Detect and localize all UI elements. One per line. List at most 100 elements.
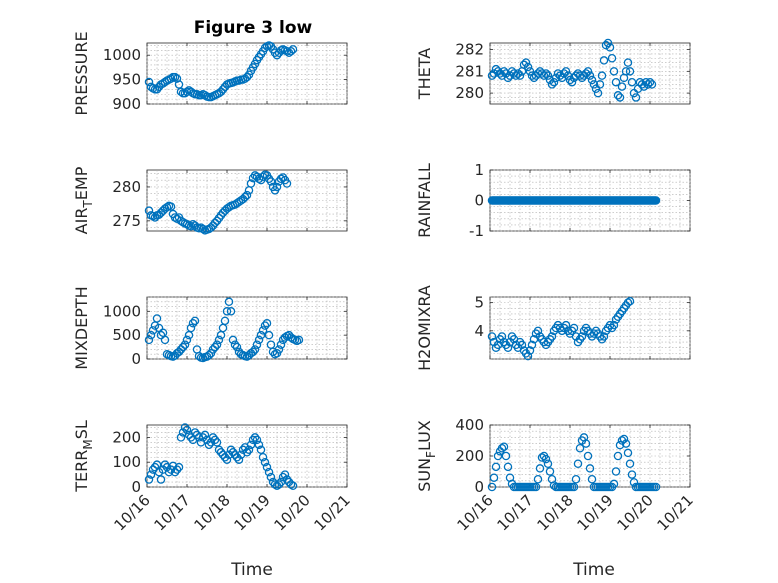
- data-point: [609, 67, 619, 76]
- subplot-mixdepth: 0 500 1000 MIXDEPTH: [72, 286, 348, 370]
- data-point: [621, 67, 631, 76]
- x-axis-label-left: Time: [230, 560, 273, 580]
- data-point: [503, 462, 513, 472]
- y-tick-label: 4: [474, 322, 484, 340]
- data-point: [571, 474, 581, 484]
- data-point: [226, 307, 236, 316]
- y-axis-label: AIRTEMP: [72, 166, 95, 234]
- data-point: [276, 340, 286, 349]
- data-point: [242, 72, 252, 82]
- data-point: [178, 342, 188, 352]
- data-point: [200, 90, 210, 100]
- data-point: [611, 467, 621, 476]
- data-point: [503, 343, 513, 352]
- data-point: [589, 80, 599, 89]
- data-point: [282, 47, 292, 56]
- data-point: [491, 462, 501, 472]
- x-tick-label: 10/20: [614, 491, 657, 534]
- data-point: [651, 482, 661, 492]
- data-point: [533, 326, 543, 336]
- data-point: [619, 434, 629, 444]
- data-point: [182, 335, 192, 345]
- data-point: [262, 318, 272, 328]
- data-point: [583, 451, 593, 461]
- data-point: [543, 459, 553, 468]
- data-point: [172, 74, 182, 83]
- data-point: [569, 323, 579, 333]
- data-point: [198, 224, 208, 234]
- y-tick-label: -1: [469, 222, 484, 240]
- y-tick-label: 280: [112, 178, 141, 196]
- data-point: [575, 443, 585, 453]
- data-point: [254, 174, 264, 184]
- data-point: [210, 435, 220, 445]
- data-point: [144, 475, 154, 484]
- data-point: [621, 439, 631, 448]
- data-point: [599, 332, 609, 341]
- data-point: [525, 346, 535, 355]
- data-point: [501, 451, 511, 461]
- data-point: [186, 222, 196, 231]
- data-point: [242, 190, 252, 200]
- data-point: [280, 470, 290, 479]
- data-point: [146, 330, 156, 340]
- y-tick-label: 0: [474, 478, 484, 496]
- data-point: [521, 58, 531, 67]
- data-point: [515, 71, 525, 80]
- data-point: [264, 330, 274, 340]
- data-point: [597, 71, 607, 80]
- data-point: [631, 93, 641, 102]
- x-tick-label: 10/21: [311, 491, 354, 534]
- data-point: [266, 177, 276, 186]
- data-point: [517, 340, 527, 350]
- data-point: [186, 323, 196, 333]
- data-point: [487, 71, 497, 80]
- data-point: [190, 316, 200, 326]
- data-point: [623, 448, 633, 458]
- y-axis-label: THETA: [415, 48, 434, 100]
- data-point: [256, 445, 266, 455]
- data-point: [573, 459, 583, 468]
- data-point: [623, 298, 633, 307]
- x-tick-label: 10/19: [574, 491, 617, 534]
- data-point: [204, 440, 214, 450]
- data-point: [144, 335, 154, 345]
- data-point: [212, 438, 222, 447]
- data-point: [244, 445, 254, 455]
- data-point: [228, 335, 238, 345]
- y-tick-label: 275: [112, 212, 141, 230]
- data-point: [533, 474, 543, 484]
- data-point: [499, 442, 509, 451]
- data-point: [258, 326, 268, 335]
- data-point: [246, 179, 256, 188]
- data-point: [152, 314, 162, 323]
- data-point: [569, 482, 579, 492]
- data-point: [531, 482, 541, 492]
- y-axis-label: RAINFALL: [415, 163, 434, 238]
- data-point: [194, 351, 204, 361]
- data-point: [260, 321, 270, 330]
- data-point: [643, 80, 653, 89]
- data-point: [625, 296, 635, 306]
- data-point: [212, 340, 222, 349]
- data-point: [204, 350, 214, 360]
- data-point: [148, 211, 158, 221]
- data-point: [252, 435, 262, 445]
- x-tick-label: 10/20: [271, 491, 314, 534]
- y-tick-label: 0: [474, 192, 484, 210]
- data-point: [627, 77, 637, 87]
- data-point: [232, 342, 242, 352]
- subplot-rainfall: -1 0 1 RAINFALL: [415, 161, 691, 240]
- data-point: [587, 75, 597, 85]
- data-point: [527, 340, 537, 350]
- data-point: [240, 192, 250, 202]
- data-point: [234, 455, 244, 464]
- y-tick-label: 280: [455, 84, 484, 102]
- data-point: [222, 455, 232, 464]
- data-point: [210, 342, 220, 352]
- data-point: [497, 332, 507, 341]
- data-point: [549, 481, 559, 490]
- data-point: [176, 433, 186, 442]
